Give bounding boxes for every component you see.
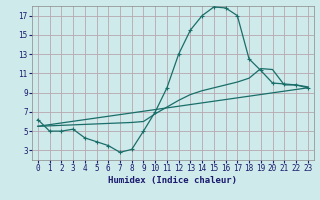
- X-axis label: Humidex (Indice chaleur): Humidex (Indice chaleur): [108, 176, 237, 185]
